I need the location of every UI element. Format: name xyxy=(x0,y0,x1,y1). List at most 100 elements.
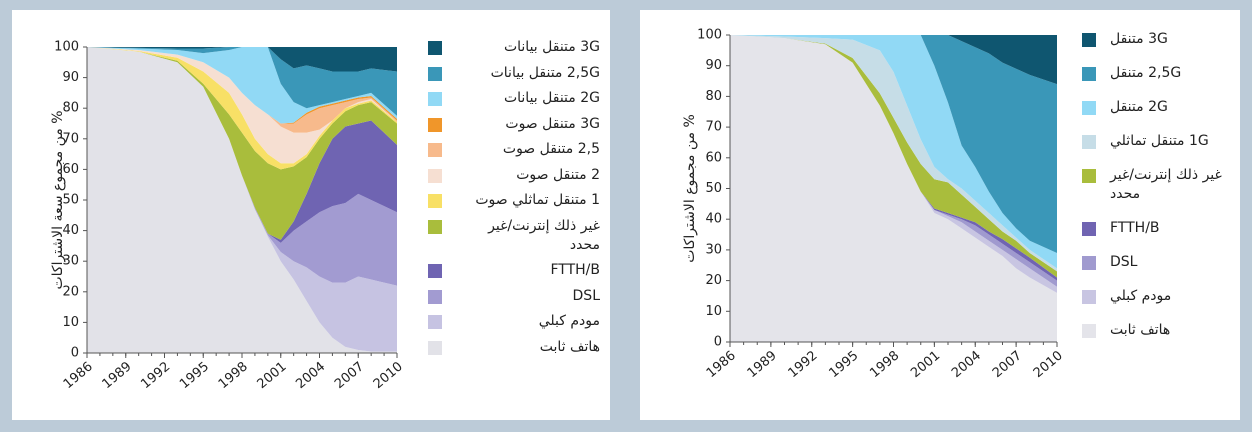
y-tick-label: 50 xyxy=(705,181,722,196)
legend-item: 2 متنقل صوت xyxy=(428,166,600,185)
legend-swatch xyxy=(1082,101,1096,115)
legend-swatch xyxy=(428,92,442,106)
area xyxy=(87,47,397,353)
area xyxy=(87,47,397,124)
y-tick-label: 80 xyxy=(705,89,722,104)
legend-label: 1 متنقل تماثلي صوت xyxy=(475,192,600,208)
area xyxy=(87,47,397,116)
legend-swatch xyxy=(1082,290,1096,304)
y-tick-label: 70 xyxy=(62,131,79,146)
y-axis-label: % من مجموع سعة الاشتراكات xyxy=(50,110,66,289)
y-tick-label: 10 xyxy=(62,315,79,330)
legend-swatch xyxy=(428,168,442,183)
legend-label: DSL xyxy=(1110,254,1138,270)
area xyxy=(730,35,1057,272)
legend-item: 1 متنقل تماثلي صوت xyxy=(428,191,600,210)
y-tick-label: 80 xyxy=(62,101,79,116)
area xyxy=(730,35,1057,287)
y-tick-label: 40 xyxy=(62,223,79,238)
legend-label: 2,5G متنقل بيانات xyxy=(490,64,600,81)
area xyxy=(730,35,1057,281)
legend-swatch xyxy=(428,289,442,304)
y-tick-label: 60 xyxy=(62,162,79,177)
legend-label: مودم كبلي xyxy=(538,313,600,329)
legend-swatch xyxy=(428,117,442,132)
legend-swatch xyxy=(1082,67,1096,81)
legend-label: 2,5 متنقل صوت xyxy=(502,141,600,157)
area xyxy=(730,35,1057,269)
legend-label: FTTH/B xyxy=(1110,220,1160,236)
legend-item: غير ذلك إنترنت/غير محدد xyxy=(428,217,600,255)
legend-label: غير ذلك إنترنت/غير محدد xyxy=(488,217,600,253)
area xyxy=(87,47,397,352)
legend-swatch xyxy=(428,66,442,81)
legend-item: هاتف ثابت xyxy=(1082,321,1232,340)
y-tick-label: 100 xyxy=(697,28,722,43)
legend-label: 2G متنقل بيانات xyxy=(503,90,600,106)
y-tick-label: 0 xyxy=(714,335,722,350)
legend-swatch xyxy=(428,219,442,234)
legend-swatch xyxy=(428,41,442,55)
legend-label: 2G متنقل xyxy=(1110,99,1168,115)
legend-item: 3G متنقل xyxy=(1082,30,1232,49)
area xyxy=(87,47,397,164)
area xyxy=(87,47,397,286)
area xyxy=(87,47,397,133)
legend-swatch xyxy=(428,194,442,208)
legend-item: DSL xyxy=(428,287,600,306)
y-tick-label: 20 xyxy=(705,273,722,288)
legend-label: DSL xyxy=(572,287,600,304)
legend-item: FTTH/B xyxy=(428,261,600,280)
legend-item: 2,5G متنقل xyxy=(1082,64,1232,83)
legend-swatch xyxy=(428,264,442,278)
y-tick-label: 90 xyxy=(62,70,79,85)
legend-item: 3G متنقل بيانات xyxy=(428,38,600,57)
legend-swatch xyxy=(428,340,442,355)
legend-label: مودم كبلي xyxy=(1110,288,1172,304)
y-tick-label: 50 xyxy=(62,193,79,208)
area xyxy=(87,47,397,243)
legend-label: 2 متنقل صوت xyxy=(516,166,600,183)
y-tick-label: 20 xyxy=(62,284,79,299)
area xyxy=(730,35,1057,85)
area xyxy=(87,47,397,170)
legend-swatch xyxy=(1082,256,1096,270)
legend: 3G متنقل 2,5G متنقل 2G متنقل 1G متنقل تماثل… xyxy=(1082,30,1232,355)
legend-swatch xyxy=(428,143,442,157)
legend-item: DSL xyxy=(1082,253,1232,272)
legend-label: غير ذلك إنترنت/غير محدد xyxy=(1110,167,1222,202)
y-tick-label: 90 xyxy=(705,58,722,73)
legend-item: FTTH/B xyxy=(1082,219,1232,238)
legend-label: 3G متنقل بيانات xyxy=(503,39,600,55)
legend-item: 2G متنقل xyxy=(1082,98,1232,117)
area xyxy=(87,47,397,240)
area xyxy=(730,35,1057,342)
legend-label: هاتف ثابت xyxy=(1110,322,1171,338)
legend-item: غير ذلك إنترنت/غير محدد xyxy=(1082,166,1232,204)
area xyxy=(87,47,397,72)
legend-label: هاتف ثابت xyxy=(539,338,600,355)
legend: 3G متنقل بيانات 2,5G متنقل بيانات 2G متنقل… xyxy=(428,38,600,363)
area xyxy=(730,35,1057,278)
legend-swatch xyxy=(1082,324,1096,338)
y-tick-label: 100 xyxy=(54,40,79,55)
legend-label: 2,5G متنقل xyxy=(1110,65,1182,81)
y-tick-label: 0 xyxy=(71,346,79,361)
y-tick-label: 60 xyxy=(705,150,722,165)
legend-swatch xyxy=(1082,169,1096,183)
legend-item: 3G متنقل صوت xyxy=(428,115,600,134)
y-axis-label: % من مجموع الاشتراكات xyxy=(682,114,698,263)
legend-label: FTTH/B xyxy=(550,262,600,278)
area xyxy=(730,35,1057,293)
legend-item: هاتف ثابت xyxy=(428,338,600,357)
y-tick-label: 40 xyxy=(705,212,722,227)
legend-swatch xyxy=(428,315,442,329)
legend-item: مودم كبلي xyxy=(1082,287,1232,306)
area xyxy=(730,35,1057,253)
legend-label: 3G متنقل xyxy=(1110,31,1168,47)
y-tick-label: 30 xyxy=(705,242,722,257)
legend-item: مودم كبلي xyxy=(428,312,600,331)
legend-item: 1G متنقل تماثلي xyxy=(1082,132,1232,151)
